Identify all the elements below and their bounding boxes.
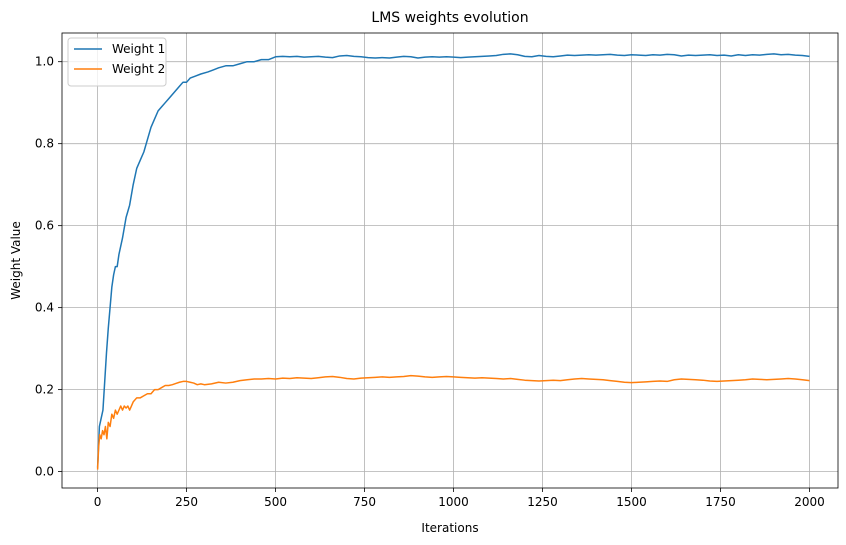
x-tick-label: 1500 (616, 495, 647, 509)
x-tick-label: 750 (353, 495, 376, 509)
legend: Weight 1 Weight 2 (67, 37, 167, 87)
x-tick-label: 0 (94, 495, 102, 509)
grid-lines (62, 33, 838, 488)
x-tick-label: 1750 (705, 495, 736, 509)
y-axis-label: Weight Value (9, 221, 23, 300)
series-line-weight-1 (96, 53, 810, 468)
x-tick-label: 250 (175, 495, 198, 509)
x-tick-label: 1000 (438, 495, 469, 509)
y-tick-label: 0.2 (35, 383, 54, 397)
y-tick-label: 0.8 (35, 137, 54, 151)
y-tick-label: 0.0 (35, 465, 54, 479)
chart-title: LMS weights evolution (371, 10, 528, 26)
axis-ticks: 0 250 500 750 1000 1250 1500 1750 2000 0.0 0.2 0.4 0… (35, 55, 825, 509)
y-tick-label: 1.0 (35, 55, 54, 69)
legend-label-weight-2: Weight 2 (112, 62, 165, 76)
x-axis-label: Iterations (421, 521, 478, 535)
legend-label-weight-1: Weight 1 (112, 42, 165, 56)
x-tick-label: 1250 (527, 495, 558, 509)
plot-lines (96, 53, 810, 470)
legend-box (67, 37, 167, 87)
x-tick-label: 500 (264, 495, 287, 509)
y-tick-label: 0.6 (35, 219, 54, 233)
series-line-weight-2 (96, 374, 810, 470)
axes-frame (61, 32, 839, 489)
y-tick-label: 0.4 (35, 301, 54, 315)
x-tick-label: 2000 (794, 495, 825, 509)
